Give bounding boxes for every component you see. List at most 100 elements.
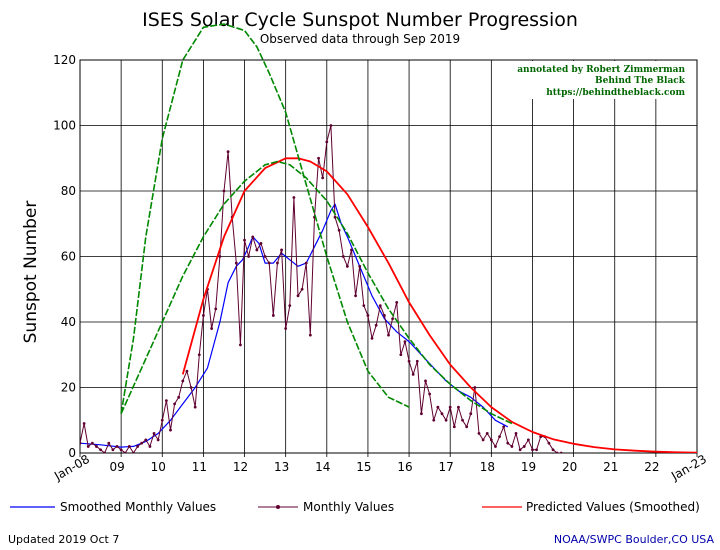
x-tick-label: 20 <box>562 460 577 474</box>
monthly-value-point <box>535 448 538 452</box>
monthly-value-point <box>531 448 534 452</box>
annotation-line-2: Behind The Black <box>595 76 686 86</box>
monthly-value-point <box>288 304 292 308</box>
y-tick-label: 0 <box>68 446 76 460</box>
monthly-value-point <box>103 451 107 453</box>
monthly-value-point <box>152 431 156 435</box>
monthly-value-point <box>481 438 485 442</box>
y-tick-label: 60 <box>61 250 76 264</box>
legend-label-predicted: Predicted Values (Smoothed) <box>526 500 700 514</box>
x-tick-label: 13 <box>274 460 289 474</box>
monthly-value-point <box>399 353 403 357</box>
monthly-value-point <box>473 386 477 389</box>
monthly-value-point <box>378 304 382 308</box>
monthly-value-point <box>259 242 263 245</box>
monthly-value-point <box>214 307 218 311</box>
monthly-value-point <box>461 418 464 422</box>
monthly-value-point <box>255 248 259 252</box>
monthly-value-point <box>477 431 481 435</box>
monthly-value-point <box>444 418 448 422</box>
monthly-value-point <box>177 395 181 399</box>
monthly-value-point <box>374 323 378 327</box>
x-tick-label: 12 <box>233 460 248 474</box>
monthly-value-point <box>366 314 370 317</box>
monthly-value-point <box>547 441 551 445</box>
monthly-value-point <box>337 228 341 232</box>
legend-label-monthly: Monthly Values <box>303 500 394 514</box>
monthly-value-point <box>189 386 193 389</box>
monthly-value-point <box>300 287 304 291</box>
monthly-value-point <box>345 264 349 268</box>
monthly-value-point <box>411 373 415 376</box>
monthly-value-point <box>448 405 452 409</box>
monthly-value-point <box>247 255 251 258</box>
grid <box>79 59 698 454</box>
monthly-value-point <box>469 412 473 416</box>
monthly-value-point <box>218 255 222 258</box>
monthly-value-point <box>308 333 312 337</box>
monthly-value-point <box>86 445 90 448</box>
monthly-value-point <box>95 445 98 448</box>
monthly-value-point <box>457 405 460 409</box>
monthly-value-point <box>169 428 172 432</box>
y-tick-label: 120 <box>53 53 76 67</box>
series-group <box>80 23 697 453</box>
monthly-value-point <box>115 445 119 448</box>
monthly-value-point <box>251 235 255 239</box>
annotation-line-1: annotated by Robert Zimmerman <box>517 65 685 75</box>
monthly-value-point <box>123 451 127 453</box>
monthly-value-point <box>280 248 283 252</box>
monthly-value-point <box>354 294 357 298</box>
monthly-value-point <box>465 425 469 429</box>
x-tick-label: 19 <box>521 460 536 474</box>
monthly-value-point <box>407 359 411 363</box>
monthly-value-point <box>559 451 563 453</box>
legend: Smoothed Monthly Values Monthly Values P… <box>10 500 700 514</box>
axes <box>79 59 698 457</box>
monthly-value-point <box>494 445 497 448</box>
monthly-value-point <box>485 431 489 435</box>
monthly-value-point <box>522 445 526 448</box>
monthly-value-point <box>321 176 325 180</box>
annotation-box: annotated by Robert Zimmerman Behind The… <box>517 61 686 99</box>
monthly-value-point <box>514 431 518 435</box>
footer-updated: Updated 2019 Oct 7 <box>8 533 119 546</box>
x-tick-label: 17 <box>439 460 454 474</box>
monthly-value-point <box>107 441 111 445</box>
monthly-value-point <box>329 124 333 127</box>
monthly-value-point <box>197 353 201 357</box>
monthly-value-point <box>296 294 300 298</box>
x-tick-label: 10 <box>151 460 166 474</box>
monthly-value-point <box>156 438 160 442</box>
monthly-value-point <box>226 150 230 154</box>
monthly-value-point <box>428 392 432 396</box>
monthly-value-point <box>391 317 395 321</box>
monthly-value-point <box>518 448 522 452</box>
plot-area <box>80 23 697 453</box>
monthly-value-point <box>489 438 493 442</box>
monthly-value-point <box>136 445 139 448</box>
legend-label-smoothed: Smoothed Monthly Values <box>60 500 216 514</box>
annotation-line-3: https://behindtheblack.com <box>546 88 685 98</box>
monthly-value-point <box>193 405 197 409</box>
y-axis-label: Sunspot Number <box>21 201 41 344</box>
monthly-value-point <box>440 412 444 416</box>
monthly-value-point <box>99 448 102 452</box>
monthly-value-point <box>82 422 86 425</box>
x-tick-label: 22 <box>644 460 659 474</box>
legend-marker-monthly <box>276 505 280 509</box>
monthly-value-point <box>358 264 362 268</box>
y-tick-label: 100 <box>53 119 76 133</box>
monthly-value-point <box>276 261 279 265</box>
monthly-value-point <box>239 343 242 347</box>
monthly-value-point <box>341 255 345 258</box>
monthly-value-point <box>202 314 205 317</box>
predicted-high-line <box>120 23 410 414</box>
monthly-value-point <box>420 412 423 416</box>
x-tick-label: 14 <box>315 460 330 474</box>
monthly-value-point <box>148 445 152 448</box>
monthly-value-point <box>181 379 185 383</box>
predicted-low-line <box>120 160 513 425</box>
monthly-value-point <box>415 359 419 363</box>
